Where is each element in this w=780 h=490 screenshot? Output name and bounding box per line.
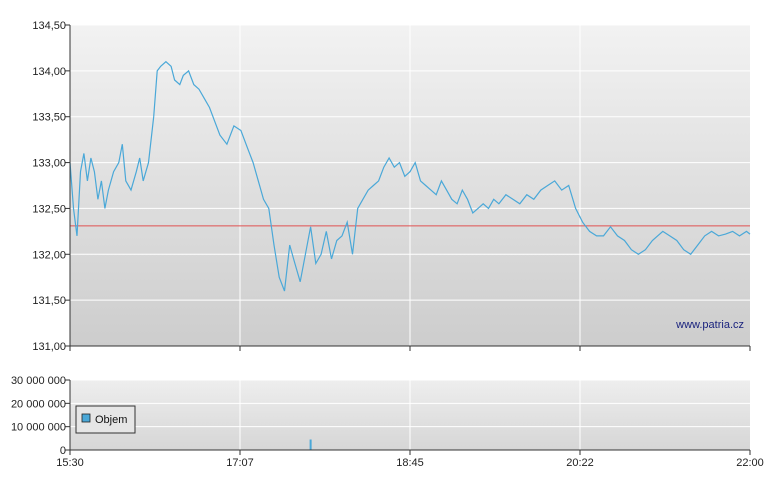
volume-bar xyxy=(309,439,312,450)
watermark: www.patria.cz xyxy=(675,319,744,331)
legend-label: Objem xyxy=(95,414,127,426)
volume-y-tick-label: 20 000 000 xyxy=(11,398,66,410)
x-tick-label: 15:30 xyxy=(56,457,84,469)
volume-y-tick-label: 0 xyxy=(60,445,66,457)
volume-bars xyxy=(309,439,312,450)
price-y-tick-label: 132,00 xyxy=(32,249,66,261)
price-y-tick-label: 131,50 xyxy=(32,295,66,307)
price-y-tick-label: 133,00 xyxy=(32,158,66,170)
x-tick-label: 18:45 xyxy=(396,457,424,469)
price-y-tick-label: 132,50 xyxy=(32,203,66,215)
volume-y-axis: 0 10 000 000 20 000 000 30 000 000 xyxy=(11,375,70,457)
x-tick-label: 17:07 xyxy=(226,457,254,469)
volume-panel: 0 10 000 000 20 000 000 30 000 000 Objem xyxy=(11,375,750,457)
price-panel: 131,00 131,50 132,00 132,50 133,00 133,50 134,… xyxy=(32,20,751,353)
price-y-axis: 131,00 131,50 132,00 132,50 133,00 133,50 134,… xyxy=(32,20,70,353)
x-tick-label: 20:22 xyxy=(566,457,594,469)
legend-swatch xyxy=(81,413,91,423)
time-axis: 15:30 17:07 18:45 20:22 22:00 xyxy=(56,346,764,469)
price-series-line xyxy=(69,60,751,292)
legend: Objem xyxy=(75,405,136,434)
price-y-tick-label: 133,50 xyxy=(32,112,66,124)
price-y-tick-label: 131,00 xyxy=(32,341,66,353)
volume-y-tick-label: 10 000 000 xyxy=(11,422,66,434)
volume-y-tick-label: 30 000 000 xyxy=(11,375,66,387)
price-grid xyxy=(70,24,750,346)
price-y-tick-label: 134,50 xyxy=(32,20,66,32)
price-y-tick-label: 134,00 xyxy=(32,66,66,78)
x-tick-label: 22:00 xyxy=(736,457,764,469)
volume-grid xyxy=(70,379,750,450)
